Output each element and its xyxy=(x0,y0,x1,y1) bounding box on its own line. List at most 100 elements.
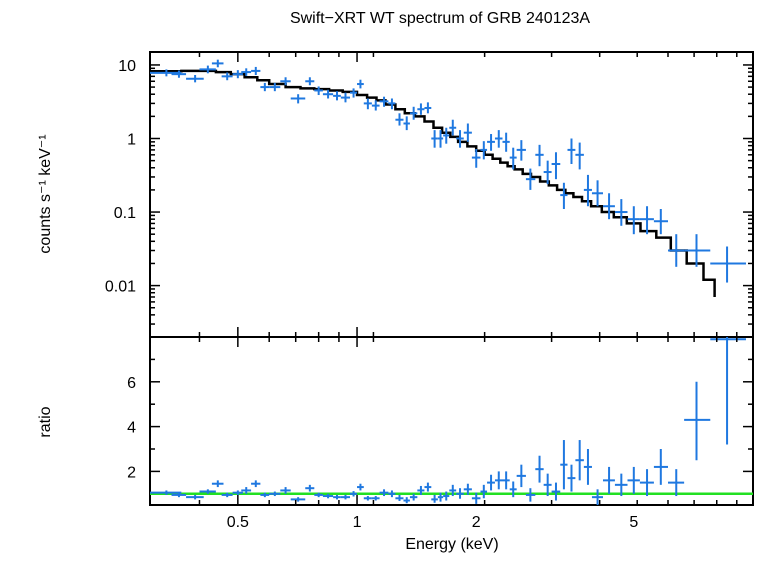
spectrum-data-point xyxy=(471,148,481,168)
ratio-data-point xyxy=(431,494,438,503)
spectrum-data-point xyxy=(260,82,270,92)
ratio-data-point xyxy=(614,473,628,497)
x-ticks: 0.5 1 2 5 xyxy=(149,52,738,531)
ratio-data-point xyxy=(535,455,544,483)
ratio-data-point xyxy=(627,466,640,494)
spectrum-data-point xyxy=(494,130,503,148)
ratio-data-point xyxy=(280,487,291,494)
ratio-data-point xyxy=(251,480,261,488)
ratio-data-point xyxy=(388,490,396,498)
ratio-y-axis-label: ratio xyxy=(37,406,54,437)
spectrum-data-point xyxy=(627,206,640,235)
spectrum-data-point xyxy=(186,75,204,83)
spectrum-data-point xyxy=(322,89,334,99)
ratio-data-point xyxy=(543,473,552,497)
spectrum-data-point xyxy=(171,70,187,78)
ratio-data-point xyxy=(551,482,561,501)
ratio-data-point xyxy=(437,492,444,502)
ratio-panel-frame xyxy=(149,336,754,506)
spectrum-data-point xyxy=(684,234,711,267)
ratio-data-point xyxy=(305,484,315,492)
spectrum-data-point xyxy=(280,77,291,86)
x-tick-label: 1 xyxy=(353,514,362,531)
ratio-y-tick-label: 2 xyxy=(127,464,136,481)
spectrum-data-point xyxy=(516,140,526,161)
ratio-data-point xyxy=(379,489,389,497)
ratio-data-point xyxy=(363,496,372,501)
spectrum-data-point xyxy=(314,86,323,96)
ratio-data-point xyxy=(211,480,224,488)
spectrum-data-point xyxy=(417,103,425,115)
spectrum-data-point xyxy=(591,180,604,207)
chart-title: Swift−XRT WT spectrum of GRB 240123A xyxy=(290,10,590,27)
spectrum-data-point xyxy=(560,182,568,210)
ratio-data-point xyxy=(560,440,568,490)
ratio-data-point xyxy=(684,381,711,461)
ratio-data-point xyxy=(350,491,358,497)
ratio-data-point xyxy=(333,494,341,500)
spectrum-data-point xyxy=(221,72,233,81)
ratio-data-point xyxy=(567,464,576,492)
ratio-data-point xyxy=(403,497,410,504)
spectrum-data-point xyxy=(502,132,510,152)
spectrum-data-point xyxy=(567,138,576,165)
spectrum-data-point xyxy=(449,119,457,136)
spectrum-data-point xyxy=(403,116,410,131)
x-axis-label: Energy (keV) xyxy=(405,536,498,553)
spectrum-data-point xyxy=(409,106,418,120)
spectrum-data-point xyxy=(371,100,380,111)
ratio-data-point xyxy=(583,449,592,485)
ratio-data-point xyxy=(639,469,654,497)
ratio-data-point xyxy=(260,492,270,498)
spectrum-data-point xyxy=(269,82,281,92)
spectrum-data-point xyxy=(251,66,261,76)
ratio-data-point xyxy=(443,491,450,501)
spectrum-y-tick-label: 0.01 xyxy=(105,279,136,296)
spectrum-data-point xyxy=(379,96,389,107)
spectrum-data-point xyxy=(487,134,495,151)
spectrum-y-tick-label: 0.1 xyxy=(114,205,136,222)
x-tick-label: 2 xyxy=(472,514,481,531)
ratio-data-point xyxy=(575,440,584,481)
ratio-data-point xyxy=(516,464,526,488)
ratio-data-point xyxy=(424,482,432,492)
spectrum-data-point xyxy=(639,206,654,235)
spectrum-data-point xyxy=(535,144,544,167)
spectrum-data-point xyxy=(363,98,372,110)
ratio-y-tick-label: 6 xyxy=(127,375,136,392)
spectrum-data-point xyxy=(290,94,306,104)
ratio-data-point xyxy=(221,492,233,498)
spectrum-data-point xyxy=(456,130,464,148)
ratio-data-point xyxy=(463,483,472,495)
spectrum-data-point xyxy=(509,147,517,170)
ratio-data-point xyxy=(509,481,517,498)
ratio-data-point xyxy=(480,484,488,499)
ratio-data-point xyxy=(269,491,281,497)
ratio-data-point xyxy=(395,494,404,501)
spectrum-data-point xyxy=(424,102,432,114)
spectrum-data-point xyxy=(350,88,358,98)
spectrum-data-point xyxy=(710,246,746,283)
ratio-data-point xyxy=(357,483,364,491)
spectrum-panel-frame xyxy=(149,51,754,338)
ratio-data-point xyxy=(232,490,243,495)
spectrum-y-axis-label: counts s⁻¹ keV⁻¹ xyxy=(37,134,54,253)
spectrum-y-tick-label: 1 xyxy=(127,131,136,148)
ratio-data-point xyxy=(171,492,187,498)
ratio-data-point xyxy=(409,493,418,501)
ratio-data-point xyxy=(456,488,464,499)
model-step-curve xyxy=(150,69,716,297)
spectrum-panel: 0.01 0.1 1 10 counts s⁻¹ keV⁻¹ xyxy=(37,51,754,338)
model-curve-group xyxy=(150,69,716,297)
ratio-data-point xyxy=(371,496,380,501)
ratio-data-point xyxy=(653,449,668,485)
ratio-data-point xyxy=(186,494,204,500)
spectrum-data-point xyxy=(543,160,552,185)
spectrum-data-point xyxy=(525,168,536,190)
spectrum-data-point xyxy=(575,142,584,170)
ratio-data-point xyxy=(314,492,323,498)
spectrum-data-point xyxy=(150,69,182,77)
ratio-data-point xyxy=(487,474,495,491)
